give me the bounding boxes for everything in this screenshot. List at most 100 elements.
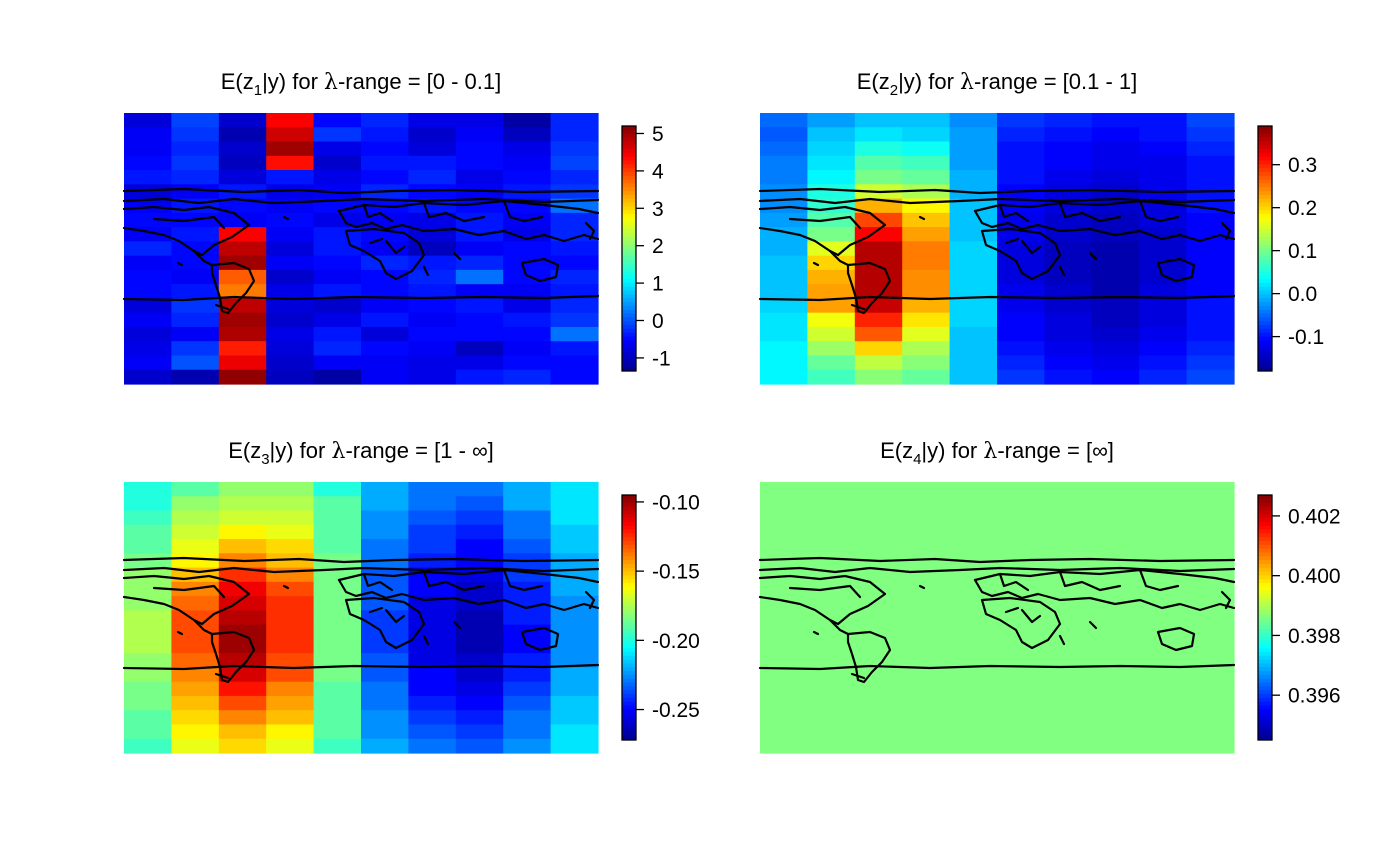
heat-cell: [760, 610, 808, 626]
heat-cell: [1091, 298, 1140, 314]
heat-cell: [124, 255, 172, 271]
heat-cell: [455, 482, 504, 497]
heat-cell: [902, 269, 951, 285]
heat-cell: [760, 184, 808, 200]
heat-cell: [760, 738, 808, 754]
heat-cell: [503, 510, 552, 526]
heat-cell: [854, 255, 903, 271]
heat-cell: [550, 524, 599, 540]
colorbar-swatch: [1258, 328, 1272, 334]
heat-cell: [503, 155, 552, 171]
colorbar-swatch: [1258, 674, 1272, 680]
colorbar-swatch: [622, 567, 636, 573]
heat-cell: [1091, 653, 1140, 669]
heat-cell: [313, 127, 362, 143]
heat-cell: [1044, 567, 1093, 583]
colorbar-swatch: [1258, 156, 1272, 161]
heat-cell: [313, 482, 362, 497]
heat-cell: [550, 255, 599, 271]
heat-cell: [124, 127, 172, 143]
heat-cell: [455, 539, 504, 554]
colorbar-swatch: [1258, 202, 1272, 207]
colorbar-swatch: [1258, 214, 1272, 219]
heat-cell: [854, 326, 903, 342]
heat-cell: [854, 738, 903, 754]
heat-cell: [807, 524, 856, 540]
colorbar-swatch: [622, 563, 636, 569]
heat-cell: [997, 496, 1045, 512]
colorbar-swatch: [1258, 606, 1272, 611]
heat-cell: [266, 255, 315, 271]
heat-cell: [1186, 510, 1235, 526]
heat-cell: [218, 738, 267, 754]
colorbar-swatch: [622, 659, 636, 664]
heat-cell: [1139, 496, 1188, 512]
colorbar-swatch: [622, 544, 636, 550]
heat-cell: [760, 255, 808, 271]
colorbar-swatch: [622, 336, 636, 341]
heat-cell: [408, 113, 457, 128]
heat-cell: [1044, 241, 1093, 257]
heat-cell: [949, 695, 998, 711]
heat-cell: [124, 539, 172, 554]
colorbar-swatch: [622, 305, 636, 311]
colorbar-swatch: [622, 694, 636, 699]
colorbar-swatch: [1258, 728, 1272, 733]
colorbar-swatch: [622, 667, 636, 672]
heat-cell: [1091, 482, 1140, 497]
colorbar-swatch: [1258, 225, 1272, 230]
colorbar-swatch: [1258, 602, 1272, 607]
colorbar-swatch: [622, 506, 636, 511]
heat-cell: [455, 284, 504, 300]
heat-cell: [1186, 269, 1235, 285]
heat-cell: [218, 710, 267, 726]
heat-cell: [550, 581, 599, 597]
heat-cell: [171, 496, 220, 512]
heat-cell: [266, 369, 315, 385]
colorbar-tick-label: -0.20: [652, 630, 700, 653]
heat-cell: [902, 496, 951, 512]
colorbar-swatch: [1258, 686, 1272, 691]
heat-cell: [503, 341, 552, 357]
colorbar-swatch: [1258, 506, 1272, 511]
heat-cell: [361, 710, 409, 726]
colorbar-swatch: [622, 233, 636, 238]
heat-cell: [503, 596, 552, 611]
heat-cell: [1091, 155, 1140, 171]
heat-cell: [1186, 738, 1235, 754]
heat-cell: [266, 341, 315, 357]
colorbar-tick-label: 1: [652, 273, 664, 296]
colorbar-swatch: [1258, 495, 1272, 500]
heat-cell: [218, 695, 267, 711]
heat-cell: [124, 496, 172, 512]
colorbar-swatch: [622, 359, 636, 364]
colorbar-swatch: [1258, 625, 1272, 630]
heat-cell: [760, 724, 808, 740]
heat-cell: [1091, 212, 1140, 228]
heat-cell: [455, 155, 504, 171]
heat-cell: [503, 524, 552, 540]
heat-cell: [313, 284, 362, 300]
heat-cell: [218, 681, 267, 697]
colorbar-swatch: [1258, 237, 1272, 242]
heat-cell: [266, 269, 315, 285]
heat-cell: [171, 170, 220, 185]
colorbar-swatch: [622, 598, 636, 603]
heat-cell: [1139, 695, 1188, 711]
heat-cell: [124, 298, 172, 314]
heat-cell: [455, 141, 504, 157]
heat-cell: [1044, 738, 1093, 754]
heat-cell: [124, 341, 172, 357]
heat-cell: [1139, 667, 1188, 683]
colorbar-tick-label: 4: [652, 160, 664, 183]
colorbar-swatch: [1258, 367, 1272, 372]
colorbar-swatch: [622, 537, 636, 542]
heat-cell: [1186, 355, 1235, 371]
colorbar-swatch: [1258, 183, 1272, 188]
heat-cell: [171, 553, 220, 569]
heat-cell: [902, 638, 951, 654]
colorbar-swatch: [622, 275, 636, 280]
colorbar-swatch: [622, 590, 636, 596]
heat-cell: [455, 524, 504, 540]
heat-cell: [902, 653, 951, 669]
